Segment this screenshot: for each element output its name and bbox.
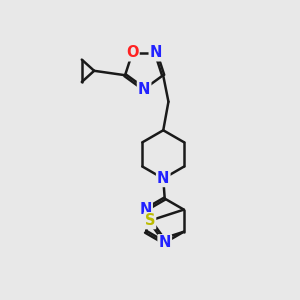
Text: N: N [150, 45, 162, 60]
Text: N: N [140, 202, 152, 217]
Text: N: N [158, 235, 171, 250]
Text: N: N [138, 82, 150, 97]
Text: S: S [145, 213, 155, 228]
Text: O: O [126, 45, 139, 60]
Text: N: N [157, 171, 170, 186]
